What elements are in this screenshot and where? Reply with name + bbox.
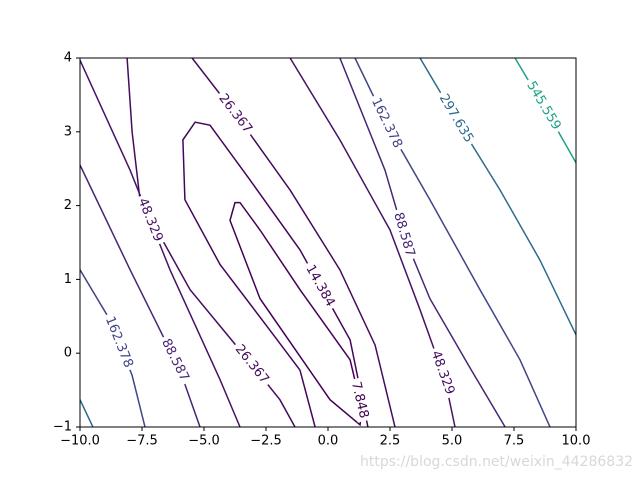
y-tick-label: 2 — [64, 198, 72, 213]
watermark: https://blog.csdn.net/weixin_44286832 — [360, 454, 633, 470]
contour-label-bg — [101, 311, 137, 373]
contour-label: 14.384 — [302, 262, 337, 309]
x-tick-label: −2.5 — [250, 434, 282, 449]
contour-label-bg — [434, 89, 478, 148]
contour-line — [126, 58, 296, 427]
contour-label-bg — [347, 377, 372, 423]
contour-label-bg — [367, 93, 406, 154]
contour-label: 297.635 — [436, 92, 476, 146]
contour-line — [80, 399, 94, 427]
x-tick-label: 10.0 — [562, 434, 591, 449]
contour-label: 162.378 — [102, 314, 136, 369]
contour-label: 48.329 — [428, 349, 457, 397]
x-tick-label: 2.5 — [380, 434, 401, 449]
contour-label: 88.587 — [390, 211, 417, 259]
contour-line — [80, 59, 241, 427]
y-tick-label: 3 — [64, 124, 72, 139]
y-tick-label: 4 — [64, 51, 72, 66]
contour-line — [229, 201, 363, 427]
contour-label-group: 48.329 — [133, 193, 167, 247]
contour-label-group: 88.587 — [389, 207, 418, 262]
contour-label: 545.559 — [523, 79, 563, 133]
x-tick-label: 7.5 — [504, 434, 525, 449]
contour-label: 26.367 — [215, 91, 255, 136]
contour-label: 88.587 — [158, 336, 192, 383]
contour-label-group: 7.848 — [347, 377, 372, 423]
contour-label: 48.329 — [135, 196, 166, 244]
contour-label-bg — [427, 346, 458, 400]
contour-label-group: 26.367 — [230, 340, 274, 389]
contour-label: 7.848 — [348, 380, 371, 420]
contour-line — [80, 164, 201, 427]
x-tick-label: −5.0 — [188, 434, 220, 449]
y-tick-label: 1 — [64, 272, 72, 287]
plot-area: 7.848 14.384 26.367 26.367 48.329 48.329 88.58… — [80, 58, 576, 427]
contour-label: 26.367 — [232, 342, 272, 387]
contour-label-group: 297.635 — [434, 89, 478, 148]
contour-line — [289, 58, 456, 427]
contour-label-group: 162.378 — [101, 311, 137, 373]
x-tick-label: −7.5 — [126, 434, 158, 449]
contour-label-group: 48.329 — [427, 346, 458, 400]
x-tick-label: −10.0 — [60, 434, 100, 449]
contour-label-group: 162.378 — [367, 93, 406, 154]
contour-label-group: 88.587 — [157, 333, 193, 387]
contour-line — [191, 58, 396, 427]
contour-label-bg — [157, 333, 193, 387]
contour-label-bg — [522, 76, 565, 135]
contour-line — [339, 58, 506, 427]
contour-label-bg — [213, 89, 257, 139]
contour-label-group: 14.384 — [301, 259, 339, 312]
contour-label-group: 545.559 — [522, 76, 565, 135]
contour-label-bg — [301, 259, 339, 312]
contour-line — [80, 269, 146, 427]
x-tick-label: 5.0 — [442, 434, 463, 449]
contour-label-bg — [230, 340, 274, 389]
contour-label-group: 26.367 — [213, 89, 257, 139]
y-tick-label: 0 — [64, 346, 72, 361]
contour-label-bg — [133, 193, 167, 247]
contour-line — [182, 121, 369, 427]
x-tick-label: 0.0 — [318, 434, 339, 449]
y-tick-label: −1 — [53, 420, 72, 435]
contour-label-bg — [389, 207, 418, 262]
